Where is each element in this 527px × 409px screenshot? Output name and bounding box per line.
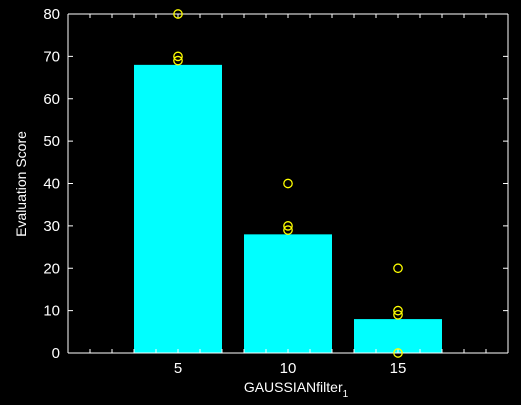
data-point-3 xyxy=(283,178,293,189)
y-tick-label-10: 10 xyxy=(43,303,60,320)
y-tick-label-30: 30 xyxy=(43,218,60,235)
x-axis-label-main: GAUSSIANfilter xyxy=(244,379,343,395)
data-point-6 xyxy=(393,263,403,274)
y-tick-label-70: 70 xyxy=(43,48,60,65)
x-tick-label-10: 10 xyxy=(280,360,297,377)
data-point-8 xyxy=(393,310,403,320)
y-tick-label-20: 20 xyxy=(43,260,60,277)
y-axis-label: Evaluation Score xyxy=(13,131,29,237)
y-tick-label-0: 0 xyxy=(52,345,60,362)
x-axis-label: GAUSSIANfilter1 xyxy=(244,379,349,400)
data-point-1 xyxy=(173,51,183,62)
data-point-9 xyxy=(393,348,403,358)
bar-5 xyxy=(134,64,222,353)
data-point-2 xyxy=(173,55,183,66)
data-point-4 xyxy=(283,221,293,231)
data-point-5 xyxy=(283,225,293,235)
x-axis-label-subscript: 1 xyxy=(343,389,349,400)
y-tick-label-80: 80 xyxy=(43,6,60,23)
bar-10 xyxy=(244,234,332,353)
y-tick-label-50: 50 xyxy=(43,133,60,150)
bar-15 xyxy=(354,319,442,353)
plot-area: 0 10 20 30 40 50 60 70 80 5 10 15 xyxy=(43,6,509,377)
x-tick-label-15: 15 xyxy=(390,360,407,377)
x-tick-label-5: 5 xyxy=(174,360,182,377)
data-point-0 xyxy=(173,9,183,19)
data-point-7 xyxy=(393,305,403,316)
y-tick-label-40: 40 xyxy=(43,176,60,193)
y-tick-label-60: 60 xyxy=(43,91,60,108)
